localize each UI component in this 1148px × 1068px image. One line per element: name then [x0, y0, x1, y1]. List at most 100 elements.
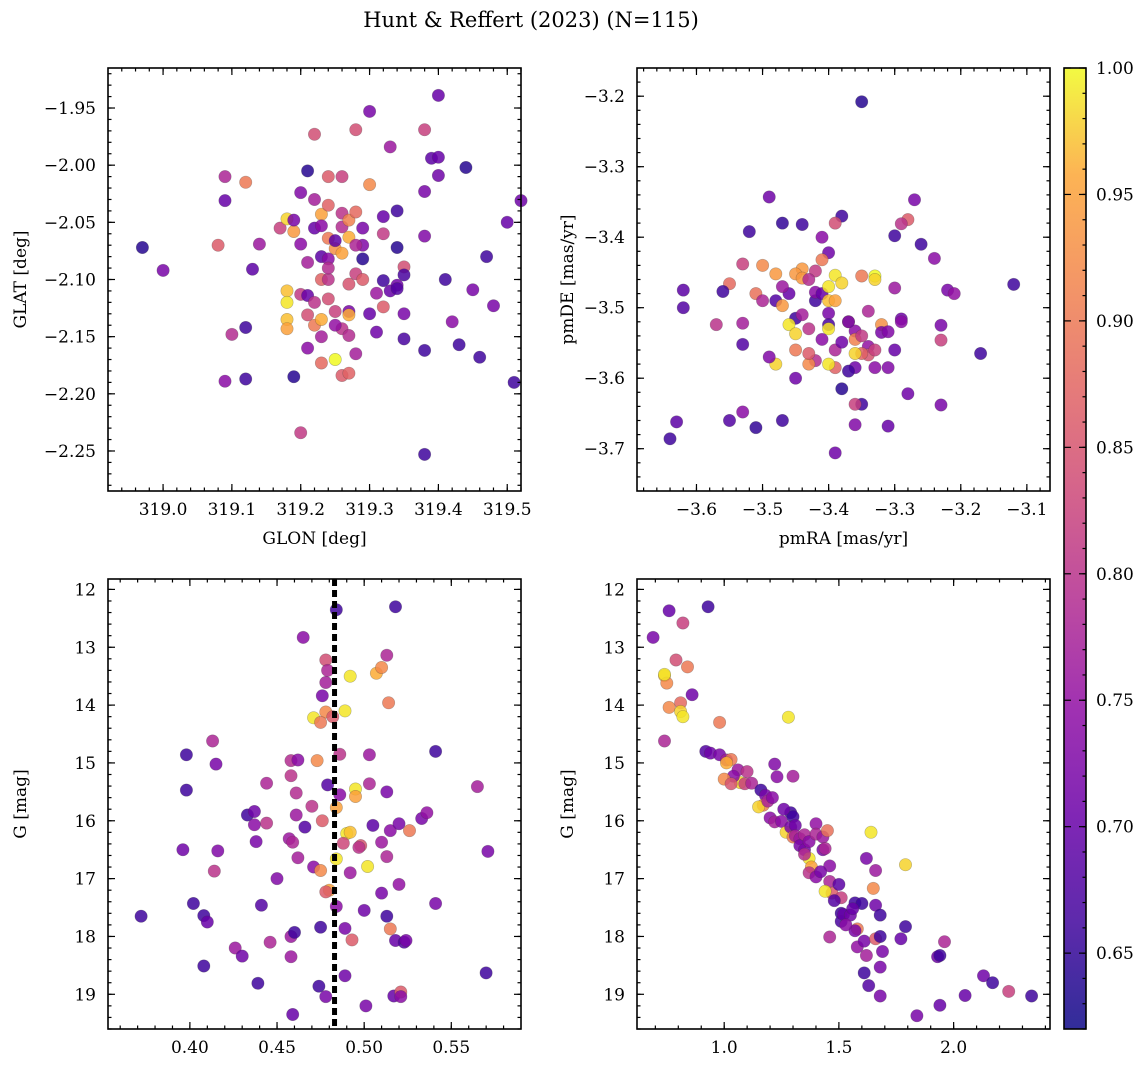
data-point [701, 600, 715, 614]
data-point [328, 304, 342, 318]
data-point [319, 990, 333, 1004]
data-point [663, 432, 677, 446]
data-point [294, 186, 308, 200]
data-point [789, 327, 803, 341]
data-point [431, 150, 445, 164]
x-tick-label: −3.1 [1006, 500, 1047, 520]
data-point [797, 847, 811, 861]
y-tick-label: −3.3 [584, 158, 625, 178]
data-point [756, 294, 770, 308]
data-point [314, 219, 328, 233]
data-point [239, 320, 253, 334]
data-point [846, 902, 860, 916]
data-point [1007, 277, 1021, 291]
data-point [719, 756, 733, 770]
x-tick-label: 1.5 [825, 1038, 852, 1058]
data-point [352, 840, 366, 854]
data-point [296, 630, 310, 644]
data-point [273, 221, 287, 235]
data-point [156, 263, 170, 277]
data-point [179, 748, 193, 762]
data-point [376, 210, 390, 224]
y-axis-label: pmDE [mas/yr] [558, 214, 578, 344]
data-point [823, 930, 837, 944]
data-point [388, 600, 402, 614]
data-point [676, 616, 690, 630]
data-point [342, 308, 356, 322]
data-point [376, 300, 390, 314]
x-tick-label: 319.0 [139, 500, 188, 520]
x-tick-label: 319.2 [276, 500, 325, 520]
data-point [762, 190, 776, 204]
data-point [775, 299, 789, 313]
data-point [356, 221, 370, 235]
data-point [888, 229, 902, 243]
data-point [724, 777, 738, 791]
data-point [301, 308, 315, 322]
data-point [802, 346, 816, 360]
data-point [828, 216, 842, 230]
data-point [375, 886, 389, 900]
x-axis-label: GLON [deg] [262, 529, 366, 549]
data-point [328, 234, 342, 248]
data-point [206, 734, 220, 748]
y-tick-label: −1.95 [44, 99, 96, 119]
data-point [399, 933, 413, 947]
data-point [366, 818, 380, 832]
data-point [252, 237, 266, 251]
data-point [418, 123, 432, 137]
panel-proper-motion: −3.6 −3.5 −3.4 −3.3 −3.2 −3.1 −3.7 −3.6 −3.5 −3.4… [558, 67, 1051, 549]
data-point [284, 769, 298, 783]
data-point [937, 935, 951, 949]
data-point [200, 915, 214, 929]
data-point [342, 213, 356, 227]
data-point [736, 316, 750, 330]
y-tick-label: 18 [74, 927, 96, 947]
data-point [418, 185, 432, 199]
data-point [312, 979, 326, 993]
data-point [356, 252, 370, 266]
data-point [774, 814, 788, 828]
data-point [390, 282, 404, 296]
data-point [418, 447, 432, 461]
data-point [342, 230, 356, 244]
y-tick-label: 15 [74, 754, 96, 774]
y-tick-label: 13 [74, 638, 96, 658]
data-point [646, 630, 660, 644]
data-point [789, 371, 803, 385]
data-point [307, 193, 321, 207]
data-point [338, 704, 352, 718]
data-point [835, 382, 849, 396]
data-point [239, 372, 253, 386]
x-axis-label: pmRA [mas/yr] [779, 529, 908, 549]
data-point [314, 330, 328, 344]
data-point [209, 757, 223, 771]
colorbar-tick-label: 0.85 [1096, 438, 1134, 458]
data-point [314, 863, 328, 877]
colorbar-tick-label: 0.75 [1096, 691, 1134, 711]
data-point [974, 346, 988, 360]
data-point [862, 979, 876, 993]
data-point [888, 343, 902, 357]
data-point [933, 998, 947, 1012]
data-point [848, 397, 862, 411]
data-point [934, 318, 948, 332]
data-point [828, 294, 842, 308]
data-point [291, 851, 305, 865]
data-point [420, 806, 434, 820]
data-point [359, 999, 373, 1013]
axes-frame [636, 578, 1051, 1030]
data-point [742, 225, 756, 239]
data-point [348, 789, 362, 803]
data-point [363, 178, 377, 192]
data-point [828, 446, 842, 460]
data-point [211, 238, 225, 252]
y-tick-label: −2.00 [44, 156, 96, 176]
x-tick-label: 1.0 [711, 1038, 738, 1058]
data-point [315, 814, 329, 828]
data-point [394, 990, 408, 1004]
data-point [848, 418, 862, 432]
data-point [321, 272, 335, 286]
data-point [736, 337, 750, 351]
x-tick-label: −3.6 [676, 500, 717, 520]
